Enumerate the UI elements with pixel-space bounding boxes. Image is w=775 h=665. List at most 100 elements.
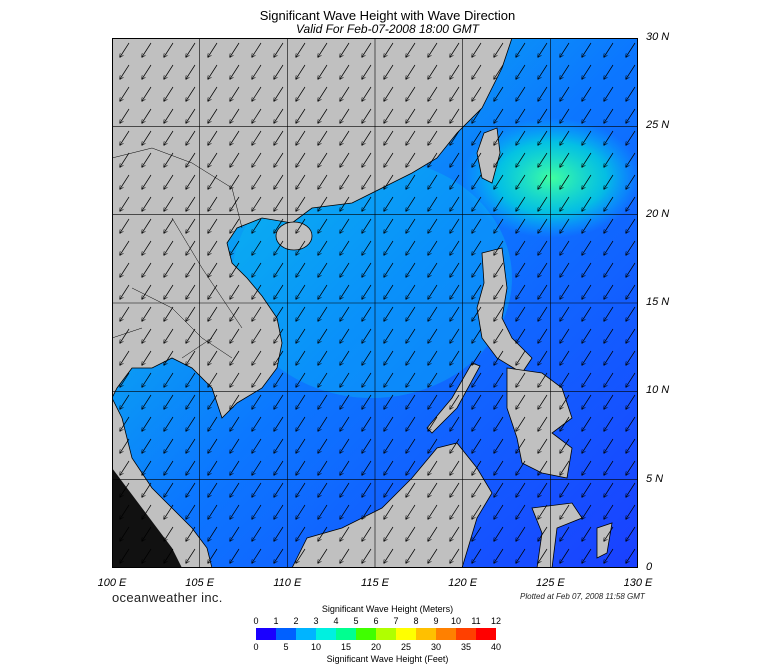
wave-arrow [362,64,372,79]
wave-arrow [340,328,350,343]
borneo [291,442,493,568]
wave-arrow [384,218,394,233]
colorbar-feet-tick: 40 [490,642,502,652]
plotted-timestamp: Plotted at Feb 07, 2008 11:58 GMT [520,592,645,601]
wave-arrow [538,504,548,519]
wave-arrow [230,328,240,343]
colorbar-feet-tick: 5 [283,642,289,652]
wave-arrow [384,394,394,409]
wave-arrow [450,460,460,475]
luzon [476,247,533,374]
wave-arrow [428,284,438,299]
wave-arrow [362,526,372,541]
wave-arrow [142,482,152,497]
wave-arrow [406,526,416,541]
wave-arrow [450,64,460,79]
wave-arrow [230,548,240,563]
wave-arrow [120,284,130,299]
wave-arrow [362,460,372,475]
chart-subtitle: Valid For Feb-07-2008 18:00 GMT [296,22,479,36]
wave-arrow [208,240,218,255]
wave-arrow [384,438,394,453]
wave-arrow [120,86,130,101]
wave-arrow [318,218,328,233]
wave-arrow [230,218,240,233]
wave-arrow [318,86,328,101]
wave-arrow [582,240,592,255]
wave-arrow [340,130,350,145]
wave-arrow [186,526,196,541]
wave-arrow [538,328,548,343]
wave-arrow [362,306,372,321]
wave-arrow [362,416,372,431]
wave-arrow [472,416,482,431]
wave-arrow [428,130,438,145]
wave-arrow [120,262,130,277]
colorbar-meters-tick: 9 [433,616,439,626]
wave-arrow [626,504,636,519]
wave-arrow [582,196,592,211]
wave-arrow [142,152,152,167]
wave-arrow [362,504,372,519]
wave-arrow [428,42,438,57]
wave-arrow [538,64,548,79]
wave-arrow [274,438,284,453]
wave-arrow [252,130,262,145]
colorbar-feet-tick: 25 [400,642,412,652]
wave-arrow [164,262,174,277]
wave-arrow [516,218,526,233]
wave-arrow [472,526,482,541]
wave-arrow [274,548,284,563]
wave-arrow [494,174,504,189]
wave-arrow [472,108,482,123]
wave-arrow [164,372,174,387]
wave-arrow [604,482,614,497]
wave-arrow [560,526,570,541]
wave-arrow [164,394,174,409]
colorbar-feet-tick: 15 [340,642,352,652]
wave-arrow [318,416,328,431]
wave-arrow [142,64,152,79]
wave-arrow [384,548,394,563]
wave-arrow [164,482,174,497]
wave-arrow [296,306,306,321]
wave-arrow [362,350,372,365]
wave-arrow [274,372,284,387]
wave-arrow [450,548,460,563]
wave-arrow [164,416,174,431]
wave-arrow [186,196,196,211]
wave-arrow [142,548,152,563]
wave-arrow [428,394,438,409]
wave-arrow [318,306,328,321]
wave-arrow [208,372,218,387]
wave-arrow [362,196,372,211]
wave-arrow [604,130,614,145]
wave-arrow [362,174,372,189]
wave-arrow [164,196,174,211]
wave-arrow [538,482,548,497]
wave-arrow [538,306,548,321]
wave-arrow [472,328,482,343]
wave-arrow [252,306,262,321]
wave-arrow [384,240,394,255]
wave-arrow [626,174,636,189]
wave-arrow [626,218,636,233]
wave-arrow [120,394,130,409]
wave-arrow [384,482,394,497]
wave-arrow [230,108,240,123]
wave-arrow [428,86,438,101]
wave-arrow [164,130,174,145]
wave-arrow [208,548,218,563]
wave-arrow [472,130,482,145]
wave-arrow [626,350,636,365]
wave-arrow [340,482,350,497]
wave-arrow [582,372,592,387]
lat-label: 10 N [646,384,670,397]
wave-arrow [626,548,636,563]
wave-arrow [120,174,130,189]
wave-arrow [296,416,306,431]
wave-arrow [252,438,262,453]
wave-arrow [120,108,130,123]
wave-arrow [450,174,460,189]
lon-label: 130 E [623,577,653,589]
